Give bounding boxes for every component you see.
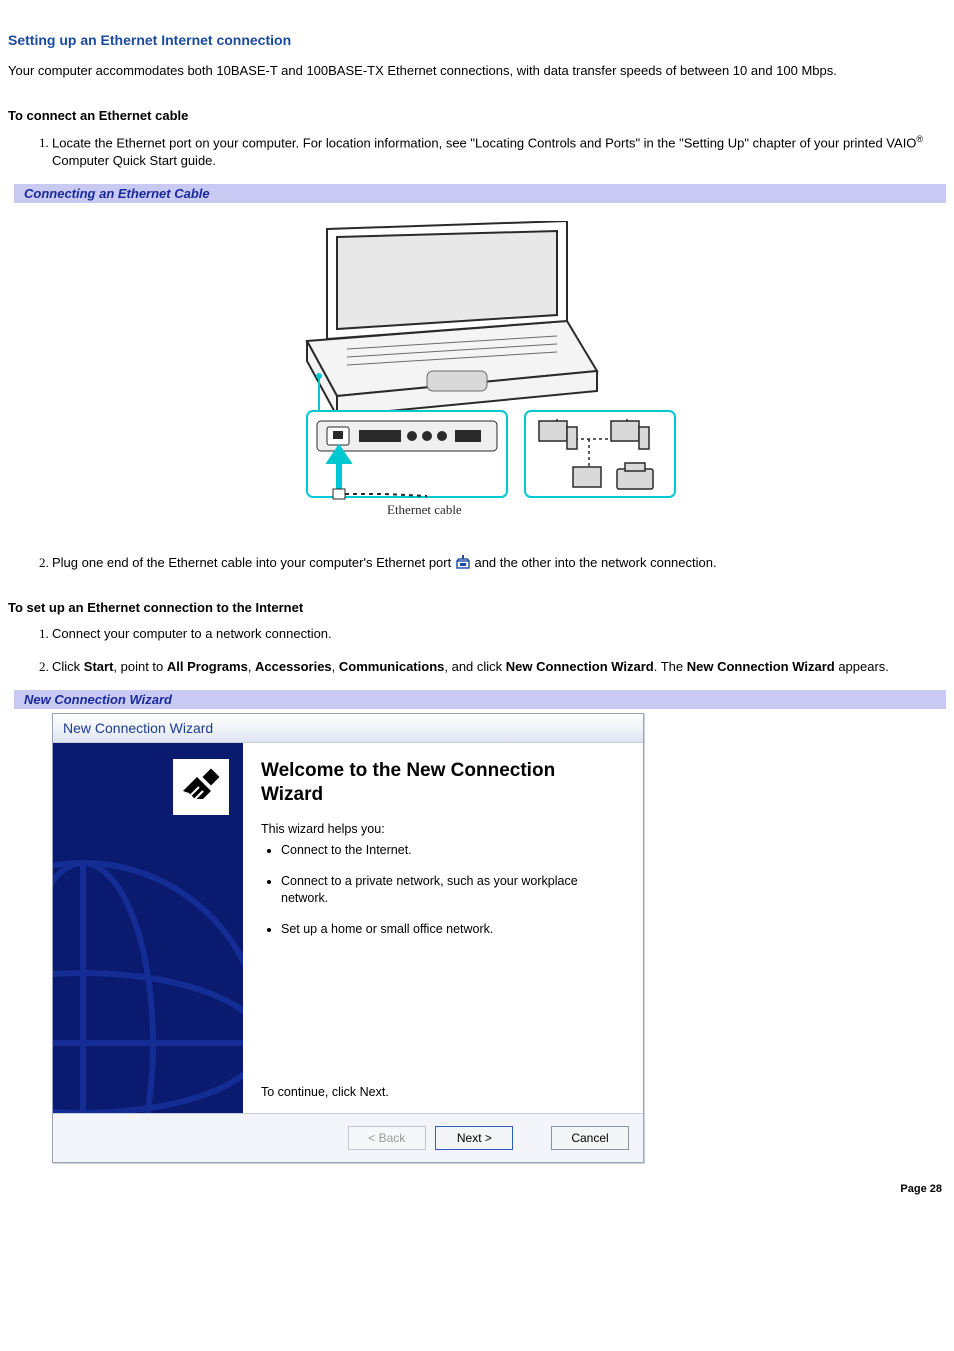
page-title: Setting up an Ethernet Internet connecti… (8, 32, 946, 48)
wizard-bullets: Connect to the Internet. Connect to a pr… (261, 842, 621, 938)
setup-step-1: Connect your computer to a network conne… (52, 625, 946, 643)
wizard-plug-icon (173, 759, 229, 815)
wizard-continue-text: To continue, click Next. (261, 1085, 389, 1099)
cancel-button[interactable]: Cancel (551, 1126, 629, 1150)
wizard-button-bar: < Back Next > Cancel (53, 1113, 643, 1162)
connect-cable-steps: Locate the Ethernet port on your compute… (8, 133, 946, 171)
intro-paragraph: Your computer accommodates both 10BASE-T… (8, 62, 946, 80)
wizard-window: New Connection Wizard (52, 713, 644, 1163)
setup-step-2: Click Start, point to All Programs, Acce… (52, 658, 946, 676)
connect-cable-steps-2: Plug one end of the Ethernet cable into … (8, 554, 946, 572)
wizard-bullet-2: Connect to a private network, such as yo… (281, 873, 621, 907)
connect-step-1: Locate the Ethernet port on your compute… (52, 133, 946, 171)
laptop-ethernet-svg: Ethernet cable (267, 221, 687, 521)
wizard-screenshot: New Connection Wizard (52, 713, 946, 1163)
wizard-sidebar (53, 743, 243, 1113)
next-button[interactable]: Next > (435, 1126, 513, 1150)
connect-step-2: Plug one end of the Ethernet cable into … (52, 554, 946, 572)
ethernet-illustration: Ethernet cable (8, 221, 946, 524)
wizard-content: Welcome to the New Connection Wizard Thi… (243, 743, 643, 1113)
wizard-caption: New Connection Wizard (8, 690, 946, 709)
setup-steps: Connect your computer to a network conne… (8, 625, 946, 675)
ethernet-cable-label: Ethernet cable (387, 502, 462, 517)
ethernet-cable-caption: Connecting an Ethernet Cable (8, 184, 946, 203)
wizard-heading: Welcome to the New Connection Wizard (261, 759, 621, 807)
wizard-intro: This wizard helps you: (261, 822, 621, 836)
ethernet-port-icon (455, 555, 471, 567)
wizard-titlebar: New Connection Wizard (53, 714, 643, 743)
page-number: Page 28 (8, 1183, 946, 1195)
connect-cable-heading: To connect an Ethernet cable (8, 108, 946, 123)
setup-heading: To set up an Ethernet connection to the … (8, 600, 946, 615)
back-button: < Back (348, 1126, 426, 1150)
wizard-bullet-1: Connect to the Internet. (281, 842, 621, 859)
wizard-bullet-3: Set up a home or small office network. (281, 921, 621, 938)
